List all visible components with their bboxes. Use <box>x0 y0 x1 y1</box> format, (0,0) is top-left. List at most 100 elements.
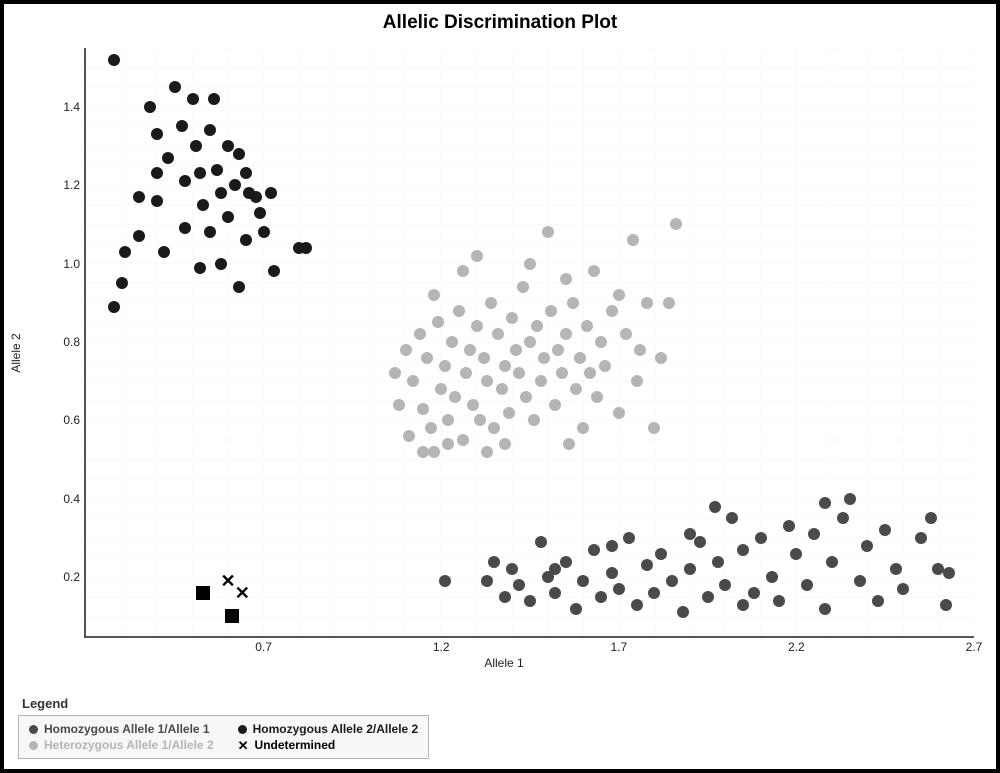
data-point-homo22 <box>108 301 120 313</box>
chart-container: Allele 2 Allele 1 0.20.40.60.81.01.21.40… <box>24 38 984 668</box>
data-point-hetero <box>488 422 500 434</box>
data-point-hetero <box>584 367 596 379</box>
data-point-hetero <box>577 422 589 434</box>
data-point-hetero <box>474 414 486 426</box>
x-tick-label: 1.2 <box>433 636 450 654</box>
data-point-homo11 <box>666 575 678 587</box>
legend-marker-circle-icon <box>238 725 247 734</box>
data-point-homo11 <box>613 583 625 595</box>
data-point-hetero <box>421 352 433 364</box>
data-point-hetero <box>545 305 557 317</box>
data-point-homo22 <box>119 246 131 258</box>
data-point-undetermined: ✕ <box>221 572 236 590</box>
data-point-hetero <box>425 422 437 434</box>
data-point-homo11 <box>709 501 721 513</box>
data-point-homo11 <box>524 595 536 607</box>
data-point-hetero <box>599 360 611 372</box>
data-point-homo11 <box>623 532 635 544</box>
x-tick-label: 1.7 <box>610 636 627 654</box>
data-point-hetero <box>464 344 476 356</box>
data-point-hetero <box>442 438 454 450</box>
data-point-hetero <box>499 360 511 372</box>
data-point-homo22 <box>108 54 120 66</box>
data-point-hetero <box>531 320 543 332</box>
data-point-hetero <box>510 344 522 356</box>
data-point-hetero <box>595 336 607 348</box>
data-point-hetero <box>570 383 582 395</box>
data-point-homo22 <box>233 281 245 293</box>
legend-item-hetero: Heterozygous Allele 1/Allele 2 <box>29 738 214 752</box>
plot-area: 0.20.40.60.81.01.21.40.71.21.72.22.7✕✕ <box>84 48 974 638</box>
data-point-hetero <box>496 383 508 395</box>
data-point-homo22 <box>190 140 202 152</box>
data-point-homo11 <box>641 559 653 571</box>
data-point-homo22 <box>194 262 206 274</box>
data-point-homo22 <box>151 195 163 207</box>
data-point-hetero <box>513 367 525 379</box>
data-point-hetero <box>538 352 550 364</box>
data-point-homo11 <box>684 563 696 575</box>
data-point-hetero <box>606 305 618 317</box>
data-point-hetero <box>560 273 572 285</box>
data-point-homo22 <box>176 120 188 132</box>
data-point-homo22 <box>144 101 156 113</box>
data-point-hetero <box>467 399 479 411</box>
data-point-homo11 <box>844 493 856 505</box>
legend-item-undetermined: ✕Undetermined <box>238 738 419 752</box>
data-point-hetero <box>428 289 440 301</box>
data-point-homo22 <box>211 164 223 176</box>
data-point-homo11 <box>837 512 849 524</box>
legend-item-label: Homozygous Allele 1/Allele 1 <box>44 722 210 736</box>
data-point-homo11 <box>726 512 738 524</box>
data-point-homo11 <box>940 599 952 611</box>
data-point-homo11 <box>819 603 831 615</box>
data-point-homo22 <box>250 191 262 203</box>
data-point-homo11 <box>737 599 749 611</box>
data-point-homo22 <box>194 167 206 179</box>
data-point-homo11 <box>879 524 891 536</box>
y-tick-label: 0.8 <box>63 335 86 349</box>
y-tick-label: 1.0 <box>63 257 86 271</box>
data-point-hetero <box>485 297 497 309</box>
data-point-homo22 <box>222 211 234 223</box>
data-point-hetero <box>400 344 412 356</box>
data-point-hetero <box>481 446 493 458</box>
data-point-ntc <box>225 609 239 623</box>
data-point-homo22 <box>133 230 145 242</box>
data-point-homo11 <box>737 544 749 556</box>
data-point-homo22 <box>229 179 241 191</box>
data-point-homo11 <box>755 532 767 544</box>
data-point-hetero <box>634 344 646 356</box>
data-point-hetero <box>471 320 483 332</box>
data-point-homo11 <box>570 603 582 615</box>
data-point-homo11 <box>702 591 714 603</box>
data-point-homo11 <box>513 579 525 591</box>
data-point-homo22 <box>254 207 266 219</box>
legend-marker-circle-icon <box>29 741 38 750</box>
legend-item-label: Heterozygous Allele 1/Allele 2 <box>44 738 214 752</box>
data-point-homo11 <box>748 587 760 599</box>
data-point-homo22 <box>162 152 174 164</box>
data-point-homo11 <box>684 528 696 540</box>
data-point-homo11 <box>897 583 909 595</box>
data-point-hetero <box>613 289 625 301</box>
data-point-hetero <box>631 375 643 387</box>
data-point-homo22 <box>151 128 163 140</box>
data-point-hetero <box>581 320 593 332</box>
data-point-homo22 <box>169 81 181 93</box>
data-point-homo11 <box>549 587 561 599</box>
data-point-hetero <box>435 383 447 395</box>
legend-marker-x-icon: ✕ <box>238 741 249 750</box>
data-point-homo11 <box>648 587 660 599</box>
data-point-homo11 <box>819 497 831 509</box>
data-point-hetero <box>460 367 472 379</box>
data-point-hetero <box>620 328 632 340</box>
data-point-homo22 <box>116 277 128 289</box>
y-axis-label: Allele 2 <box>9 333 23 372</box>
y-tick-label: 0.4 <box>63 492 86 506</box>
data-point-hetero <box>457 265 469 277</box>
data-point-hetero <box>591 391 603 403</box>
data-point-hetero <box>446 336 458 348</box>
data-point-homo22 <box>158 246 170 258</box>
data-point-homo11 <box>655 548 667 560</box>
